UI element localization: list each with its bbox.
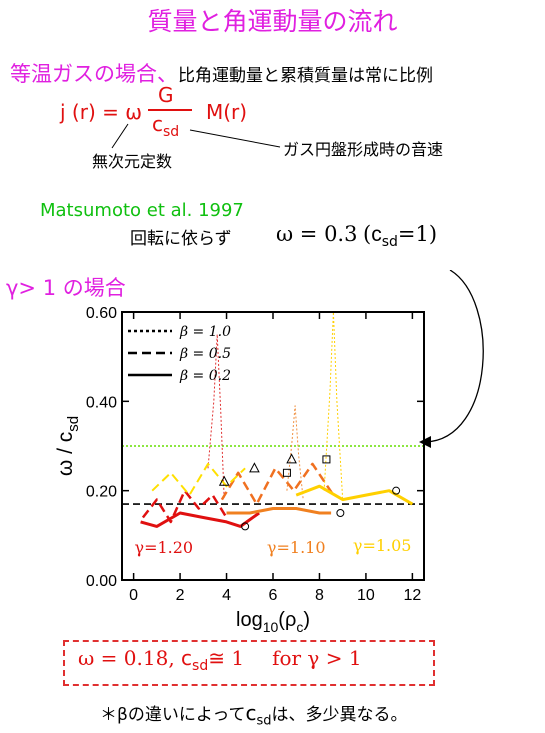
formula-rhs: M(r) — [206, 100, 248, 124]
curve-label: γ=1.10 — [267, 538, 326, 557]
triangle-marker — [218, 475, 230, 486]
circle-marker — [241, 522, 250, 531]
result-condition: for γ > 1 — [272, 646, 362, 670]
csd-note: ガス円盤形成時の音速 — [283, 140, 444, 159]
x-tick-label: 12 — [403, 587, 421, 604]
formula-lhs: j (r) = ω — [60, 100, 142, 124]
result-approx: ≅ 1 — [208, 646, 245, 670]
series-line-2 — [207, 333, 225, 500]
page-title: 質量と角運動量の流れ — [147, 7, 398, 36]
circle-marker — [336, 509, 345, 517]
series-line-5 — [286, 405, 304, 500]
gamma-heading: γ> 1 の場合 — [6, 276, 126, 300]
csd-equation-sub: sd — [381, 234, 398, 251]
legend-label: β = 0.2 — [179, 368, 231, 384]
x-tick-label: 6 — [269, 587, 278, 604]
isothermal-heading-row: 等温ガスの場合、比角運動量と累積質量は常に比例 — [10, 58, 433, 88]
series-line-7 — [151, 462, 246, 497]
series-line-8 — [323, 311, 344, 500]
result-c-sub: sd — [192, 658, 209, 674]
isothermal-separator: 、 — [157, 62, 178, 86]
annotation-pointer-lines — [111, 123, 281, 149]
csd-equation-c: c — [371, 223, 382, 246]
formula-denominator: csd — [152, 112, 179, 140]
x-tick-label: 0 — [129, 587, 138, 604]
series-line-1 — [141, 489, 228, 524]
pointer-arrow-line — [424, 270, 484, 443]
legend-label: β = 0.5 — [179, 346, 231, 362]
csd-equation-paren: ( — [363, 222, 372, 246]
y-tick-label: 0.00 — [86, 573, 117, 590]
footnote-suffix: は、多少異なる。 — [271, 705, 408, 725]
x-tick-label: 8 — [315, 587, 324, 604]
y-tick-label: 0.60 — [86, 305, 117, 322]
omega-equation: ω = 0.3 — [276, 222, 358, 246]
y-tick-label: 0.40 — [86, 394, 117, 411]
y-axis-label: ω / csd — [54, 416, 82, 476]
series-line-4 — [220, 462, 335, 506]
result-box — [63, 640, 435, 686]
formula-fraction-bar — [148, 109, 192, 111]
isothermal-heading: 等温ガスの場合 — [10, 62, 157, 86]
x-tick-label: 2 — [176, 587, 185, 604]
series-line-3 — [226, 507, 332, 515]
citation: Matsumoto et al. 1997 — [40, 200, 244, 221]
curve-label: γ=1.20 — [135, 538, 194, 557]
series-line-6 — [295, 484, 414, 506]
square-marker — [282, 468, 291, 477]
formula-numerator: G — [158, 83, 174, 107]
curve-label: γ=1.05 — [353, 536, 412, 555]
triangle-marker — [286, 453, 297, 464]
x-axis-label: log10(ρc) — [236, 609, 310, 635]
regardless-label: 回転に依らず — [130, 229, 232, 249]
series-line-0 — [140, 511, 260, 528]
csd-equation: (csd=1) — [363, 222, 437, 250]
triangle-marker — [249, 462, 260, 473]
csd-pointer-line — [189, 129, 281, 148]
x-tick-label: 10 — [357, 587, 375, 604]
footnote-c-sub: sd — [256, 713, 272, 729]
footnote: ＊βの違いによってcsdは、多少異なる。 — [100, 700, 408, 728]
omega-note: 無次元定数 — [92, 152, 173, 171]
csd-equation-value: =1) — [397, 222, 438, 246]
y-tick-label: 0.20 — [86, 484, 117, 501]
result-c: c — [181, 646, 193, 670]
formula-denominator-sub: sd — [163, 124, 180, 140]
formula-denominator-c: c — [152, 112, 163, 136]
result-text: ω = 0.18, csd≅ 1 for γ > 1 — [78, 646, 362, 674]
x-tick-label: 4 — [222, 587, 231, 604]
isothermal-description: 比角運動量と累積質量は常に比例 — [178, 66, 433, 86]
circle-marker — [392, 486, 401, 495]
omega-vs-density-chart: 0 2 4 6 8 10 12 0.00 0.20 0.40 0.60 log10(ρc) ω / cs… — [54, 270, 484, 635]
omega-pointer-line — [111, 123, 129, 149]
square-marker — [322, 455, 331, 464]
footnote-prefix: ＊βの違いによって — [100, 705, 246, 725]
footnote-c: c — [245, 701, 257, 725]
result-omega: ω = 0.18, — [78, 646, 175, 670]
legend-label: β = 1.0 — [179, 324, 231, 340]
